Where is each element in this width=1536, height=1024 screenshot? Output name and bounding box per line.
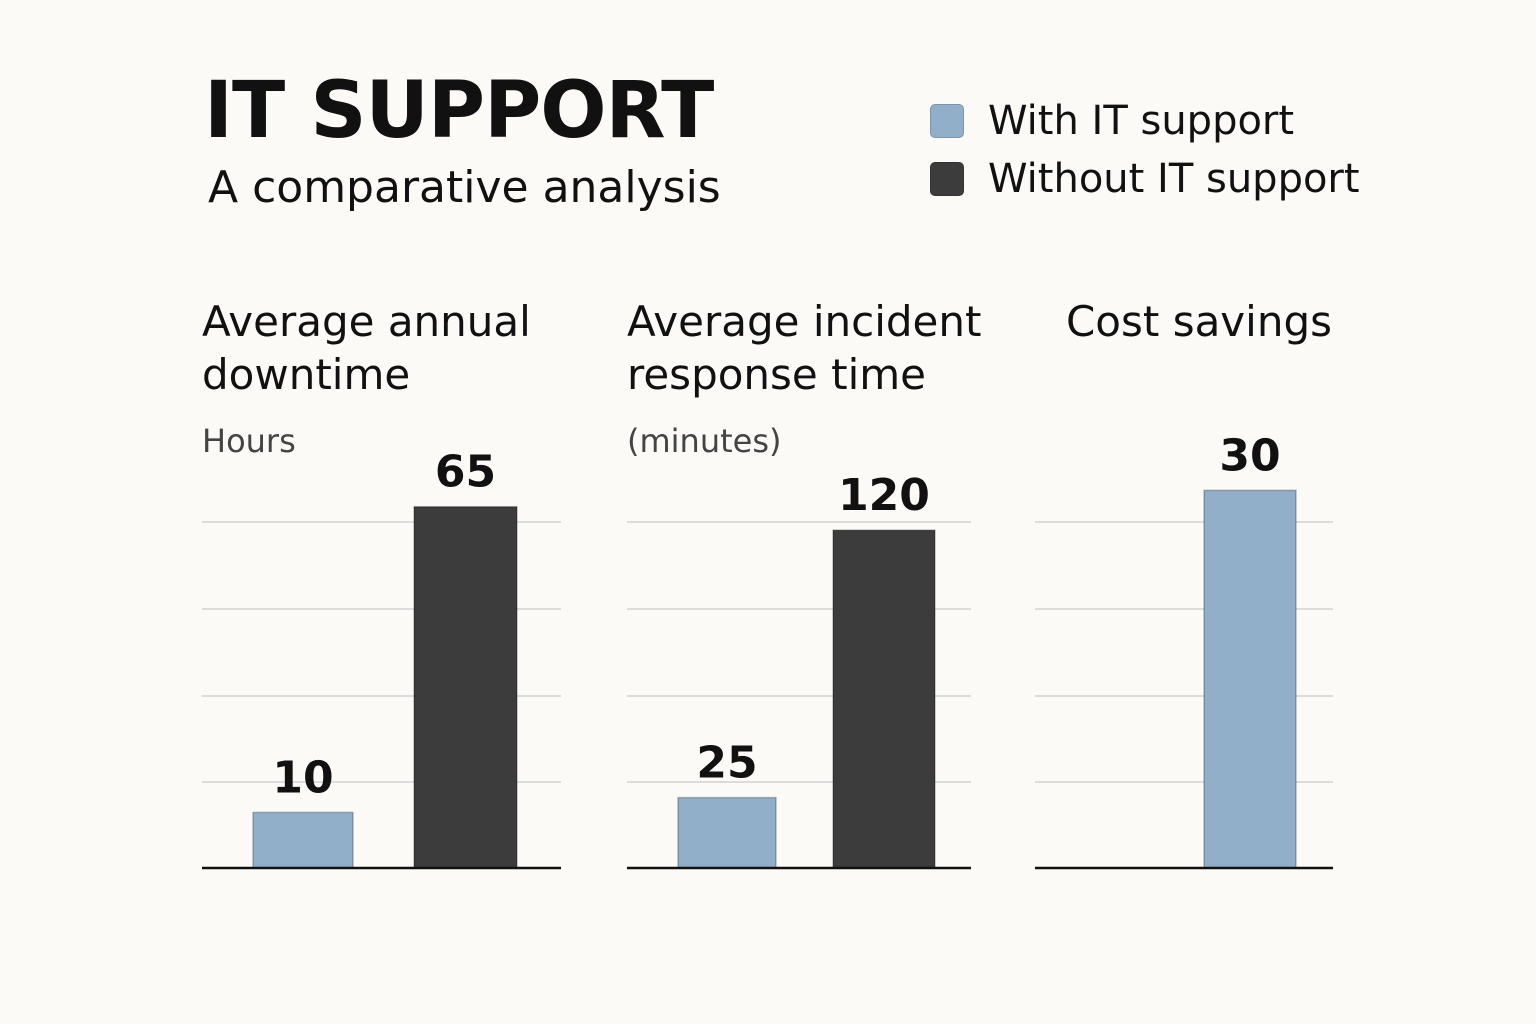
legend-label-without: Without IT support — [988, 156, 1360, 202]
chart-3-data-label-1: 30 — [1219, 430, 1280, 481]
chart-1-unit-label: Hours — [202, 422, 296, 460]
chart-1-title-line-1: Average annual — [202, 297, 531, 346]
chart-2-data-label-2: 120 — [838, 470, 930, 521]
legend-swatch-without — [930, 162, 964, 196]
legend-swatch-with — [930, 104, 964, 138]
chart-1-title-line-2: downtime — [202, 350, 410, 399]
legend: With IT support Without IT support — [930, 92, 1360, 208]
chart-3-title-line-1: Cost savings — [1066, 297, 1332, 346]
legend-label-with: With IT support — [988, 98, 1295, 144]
chart-1-bar-without — [413, 505, 518, 869]
chart-2-bar-without — [832, 529, 936, 869]
legend-item-without: Without IT support — [930, 150, 1360, 208]
chart-2-unit-label: (minutes) — [627, 422, 782, 460]
chart-1-data-label-1: 10 — [272, 752, 333, 803]
chart-2-title-line-1: Average incident — [627, 297, 981, 346]
chart-2-bar-with — [677, 796, 777, 869]
chart-2-data-label-1: 25 — [696, 738, 757, 789]
legend-item-with: With IT support — [930, 92, 1360, 150]
chart-3-bar-with — [1203, 489, 1297, 869]
chart-2-title-line-2: response time — [627, 350, 926, 399]
page-subtitle: A comparative analysis — [208, 162, 721, 213]
chart-1-data-label-2: 65 — [435, 447, 496, 498]
chart-1-bar-with — [252, 811, 354, 869]
page-title: IT SUPPORT — [204, 66, 714, 156]
